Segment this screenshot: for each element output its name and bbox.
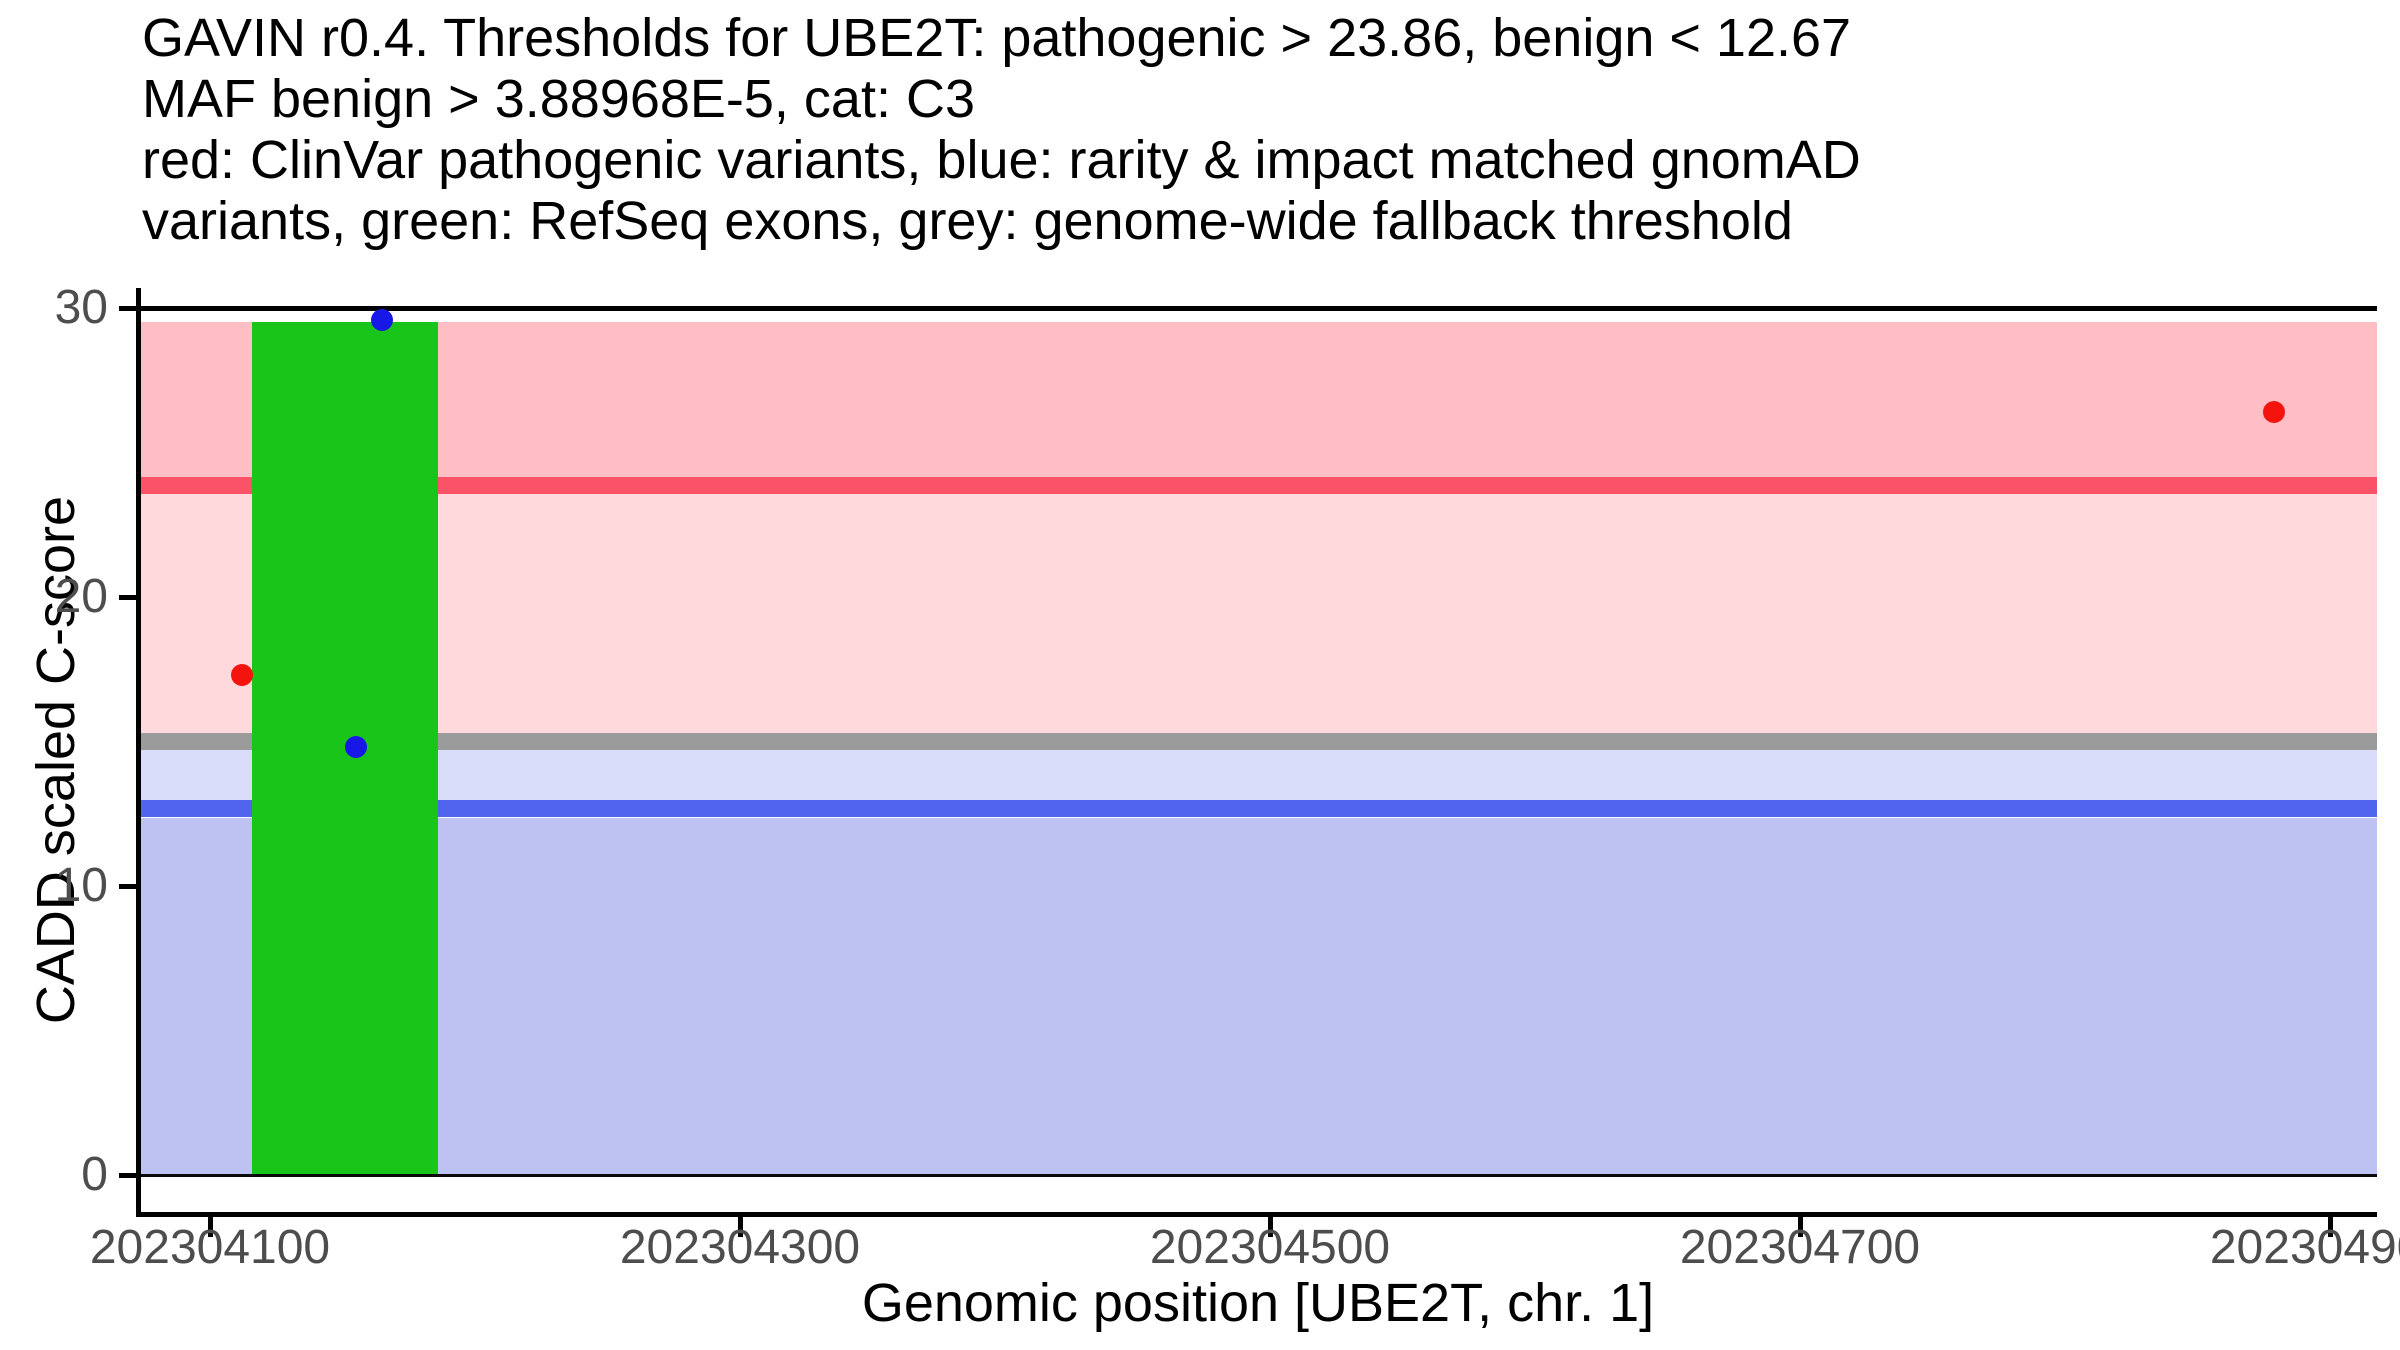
x-tick-label: 202304900 xyxy=(2180,1224,2400,1272)
y-tick-mark xyxy=(119,306,137,311)
y-tick-mark xyxy=(119,595,137,600)
data-point-gnomad xyxy=(371,309,393,331)
panel-bottom-border xyxy=(136,1212,2377,1217)
uncertain-zone-lower xyxy=(141,750,2377,800)
data-point-gnomad xyxy=(345,736,367,758)
title-line-3: red: ClinVar pathogenic variants, blue: … xyxy=(142,130,1861,191)
x-axis-title: Genomic position [UBE2T, chr. 1] xyxy=(139,1272,2377,1334)
panel-top-border xyxy=(136,306,2377,311)
plot-title: GAVIN r0.4. Thresholds for UBE2T: pathog… xyxy=(142,8,1861,252)
y-tick-label: 30 xyxy=(0,284,108,332)
y-axis-title: CADD scaled C-score xyxy=(25,380,79,1140)
y-tick-mark xyxy=(119,884,137,889)
data-point-clinvar xyxy=(231,664,253,686)
title-line-1: GAVIN r0.4. Thresholds for UBE2T: pathog… xyxy=(142,8,1861,69)
uncertain-zone-upper xyxy=(141,494,2377,733)
x-tick-label: 202304100 xyxy=(60,1224,360,1272)
y-tick-label: 10 xyxy=(0,862,108,910)
title-line-2: MAF benign > 3.88968E-5, cat: C3 xyxy=(142,69,1861,130)
zero-baseline xyxy=(141,1174,2377,1177)
x-tick-label: 202304700 xyxy=(1650,1224,1950,1272)
title-line-4: variants, green: RefSeq exons, grey: gen… xyxy=(142,191,1861,252)
benign-zone xyxy=(141,818,2377,1175)
y-tick-label: 20 xyxy=(0,573,108,621)
x-tick-label: 202304500 xyxy=(1120,1224,1420,1272)
benign-threshold-line xyxy=(141,800,2377,817)
x-tick-label: 202304300 xyxy=(590,1224,890,1272)
gavin-threshold-plot: GAVIN r0.4. Thresholds for UBE2T: pathog… xyxy=(0,0,2400,1350)
y-tick-mark xyxy=(119,1173,137,1178)
pathogenic-zone xyxy=(141,322,2377,476)
y-tick-label: 0 xyxy=(0,1151,108,1199)
fallback-threshold-line xyxy=(141,733,2377,750)
y-axis-line xyxy=(136,288,141,1217)
pathogenic-threshold-line xyxy=(141,477,2377,494)
